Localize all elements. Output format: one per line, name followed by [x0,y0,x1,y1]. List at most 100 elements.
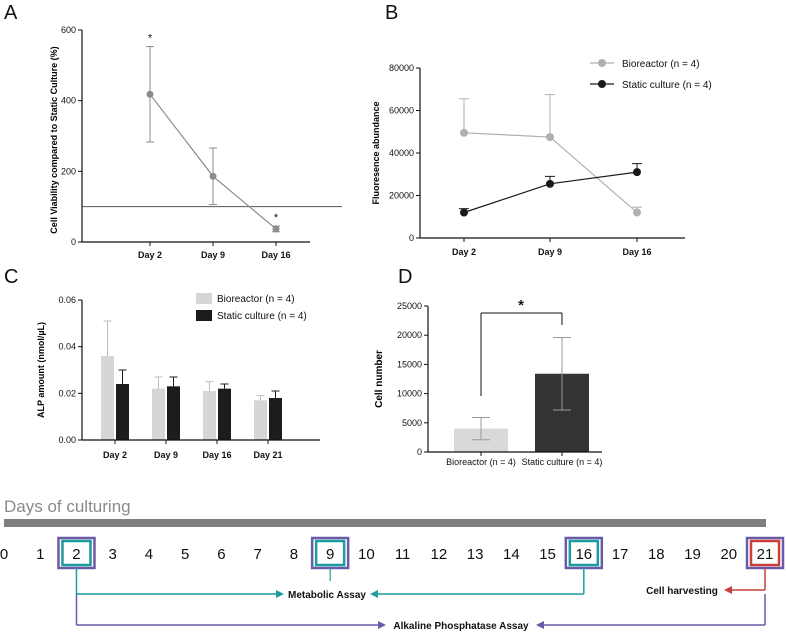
chart-b-xtick-label: Day 2 [452,247,476,257]
timeline-day-label: 8 [290,546,298,563]
harvest-arrowhead [724,586,732,594]
timeline-day-box-outer [564,536,604,570]
chart-c-xtick-label: Day 2 [103,450,127,460]
timeline-day-box-inner [61,539,92,567]
timeline-day-box-inner [749,539,781,567]
metabolic-arrowhead-left [276,590,284,598]
timeline-day-label: 17 [612,546,629,563]
chart-c-xtick-label: Day 16 [202,450,231,460]
alp-arrowhead-left [378,621,386,629]
chart-d-bar [454,428,508,452]
chart-b-legend-label: Static culture (n = 4) [622,80,712,91]
chart-d-ytick-label: 10000 [397,389,422,399]
timeline-day-label: 3 [109,546,117,563]
chart-b-point [633,208,641,217]
chart-c-legend-swatch [196,293,212,304]
chart-d-xtick-label: Bioreactor (n = 4) [446,457,516,467]
chart-d-ytick-label: 20000 [397,330,422,340]
chart-a-xtick-label: Day 2 [138,250,162,260]
timeline-day-label: 5 [181,546,189,563]
panel-letter-b: B [385,2,399,24]
timeline-day-label: 15 [539,546,556,563]
chart-a-xtick-label: Day 16 [261,250,290,260]
chart-b-ytick-label: 40000 [389,148,414,158]
timeline-day-label: 16 [575,546,592,563]
chart-c-bar [116,384,129,440]
chart-c-ylabel: ALP amount (nmol/µL) [36,322,46,418]
alp-assay-label: Alkaline Phosphatase Assay [393,621,529,632]
timeline-day-label: 4 [145,546,153,563]
chart-a-series-line [149,93,277,230]
panel-letter-a: A [4,2,18,24]
chart-c-bar [167,386,180,440]
chart-d-ylabel: Cell number [374,350,385,408]
chart-c-xtick-label: Day 9 [154,450,178,460]
chart-c-legend-label: Bioreactor (n = 4) [217,294,295,305]
timeline-day-label: 12 [431,546,448,563]
timeline-day-box-outer [310,536,350,570]
chart-d-ytick-label: 25000 [397,301,422,311]
timeline-day-label: 10 [358,546,375,563]
timeline-day-label: 0 [0,546,8,563]
chart-b-point [546,179,554,188]
chart-c-xtick-label: Day 21 [253,450,282,460]
chart-b-xtick-label: Day 16 [622,247,651,257]
chart-b-point [633,168,641,177]
chart-a-ytick-label: 400 [61,96,76,106]
chart-a-significance: * [274,212,279,224]
chart-d-bar [535,373,589,452]
chart-c-ytick-label: 0.02 [58,388,76,398]
timeline-day-label: 6 [217,546,225,563]
chart-b-ylabel: Fluoresence abundance [371,101,381,204]
chart-b-xtick-label: Day 9 [538,247,562,257]
chart-b-ytick-label: 60000 [389,106,414,116]
chart-d-ytick-label: 0 [417,447,422,457]
timeline-day-box-inner [314,539,346,567]
timeline-day-label: 14 [503,546,520,563]
chart-a-ytick-label: 0 [71,237,76,247]
chart-c-bar [101,356,114,440]
timeline-day-label: 9 [326,546,334,563]
chart-c-legend-label: Static culture (n = 4) [217,311,307,322]
chart-c-bar [254,400,267,440]
chart-b-legend-label: Bioreactor (n = 4) [622,59,700,70]
timeline-day-box-outer [745,536,785,570]
chart-a-ytick-label: 600 [61,25,76,35]
alp-arrowhead-right [536,621,544,629]
chart-c-ytick-label: 0.04 [58,342,76,352]
chart-b-point [460,128,468,137]
chart-c-legend-swatch [196,310,212,321]
timeline-day-label: 21 [757,546,774,563]
chart-c-bar [152,388,165,440]
chart-b-series-line [463,132,638,213]
chart-b-ytick-label: 0 [409,233,414,243]
chart-d-ytick-label: 15000 [397,359,422,369]
chart-a-xtick-label: Day 9 [201,250,225,260]
cell-harvesting-label: Cell harvesting [646,586,718,597]
timeline-day-label: 20 [720,546,737,563]
chart-a-point [209,172,217,180]
chart-b-series-line [463,171,638,214]
chart-a-ytick-label: 200 [61,166,76,176]
chart-b-legend-marker [598,59,606,67]
chart-c-ytick-label: 0.00 [58,435,76,445]
chart-c-ytick-label: 0.06 [58,295,76,305]
timeline-day-label: 18 [648,546,665,563]
chart-c-bar [269,398,282,440]
chart-b-point [546,133,554,142]
timeline-bar [4,519,766,527]
timeline-day-label: 19 [684,546,701,563]
panel-letter-c: C [4,266,19,288]
chart-b-point [460,208,468,217]
timeline-title: Days of culturing [4,497,131,516]
timeline-day-box-inner [568,539,600,567]
chart-b-ytick-label: 20000 [389,191,414,201]
panel-letter-d: D [398,266,413,288]
timeline-day-label: 13 [467,546,484,563]
chart-d-significance: * [518,297,524,314]
chart-b-legend-marker [598,80,606,88]
chart-d-xtick-label: Static culture (n = 4) [522,457,603,467]
timeline-day-label: 2 [72,546,80,563]
chart-c-bar [218,388,231,440]
